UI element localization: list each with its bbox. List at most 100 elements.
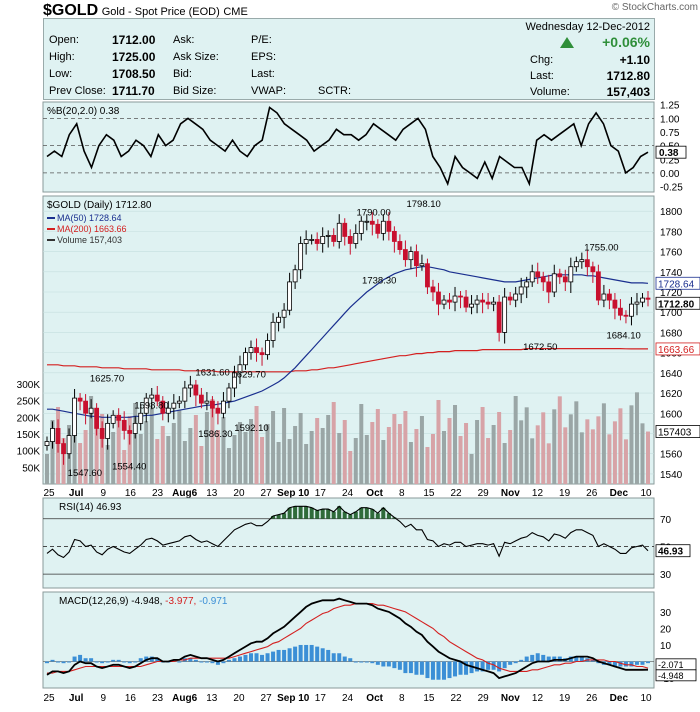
- candle-body: [386, 220, 392, 232]
- candle-body: [110, 414, 116, 424]
- volume-bar: [623, 439, 628, 484]
- candle-body: [469, 303, 474, 308]
- volume-bar: [408, 442, 413, 484]
- quote-date: Wednesday 12-Dec-2012: [525, 21, 650, 33]
- volume-bar: [458, 436, 463, 484]
- pctb-tick-label: -0.25: [660, 183, 683, 194]
- price-annotation: 1598.80: [134, 400, 168, 411]
- candle-body: [320, 236, 326, 244]
- candle-body: [232, 372, 237, 389]
- price-annotation: 1629.70: [232, 369, 266, 380]
- volume-tick-label: 200K: [17, 413, 41, 424]
- volume-bar: [397, 424, 402, 484]
- quote-panel: Open: 1712.00 High: 1725.00 Low: 1708.50…: [43, 18, 655, 100]
- macd-tick-label: 30: [660, 608, 672, 619]
- candle-body: [204, 400, 210, 404]
- candle-body: [281, 309, 287, 318]
- macd-histogram-bar: [249, 653, 254, 662]
- price-tick-label: 1600: [660, 409, 683, 420]
- x-axis-label-bottom: 16: [125, 693, 137, 704]
- volume-bar: [254, 406, 259, 484]
- macd-histogram-bar: [464, 661, 469, 675]
- x-axis-label: 12: [532, 488, 544, 499]
- rsi-panel: [42, 497, 655, 589]
- low-label: Low:: [49, 68, 73, 80]
- candle-body: [612, 299, 618, 309]
- macd-histogram-bar: [486, 661, 491, 670]
- volume-tick-label: 150K: [17, 430, 41, 441]
- macd-histogram-bar: [359, 661, 364, 663]
- candle-body: [171, 402, 177, 409]
- macd-histogram-bar: [254, 653, 259, 662]
- sctr-label: SCTR:: [318, 85, 351, 97]
- volume-bar: [138, 434, 143, 484]
- candle-body: [414, 251, 419, 267]
- macd-histogram-bar: [480, 661, 485, 672]
- x-axis-label-bottom: 8: [399, 693, 405, 704]
- rsi-overbought-fill: [271, 506, 397, 519]
- volume-bar: [193, 415, 198, 484]
- candle-body: [265, 340, 270, 356]
- candle-body: [607, 293, 612, 301]
- volume-bar: [50, 420, 55, 484]
- volume-bar: [486, 438, 491, 484]
- exchange: CME: [223, 6, 248, 18]
- x-axis-label-bottom: 17: [315, 693, 327, 704]
- volume-bar: [105, 445, 110, 484]
- volume-bar: [122, 450, 127, 484]
- macd-histogram-bar: [221, 661, 226, 664]
- volume-bar: [353, 438, 358, 484]
- candle-body: [243, 352, 248, 366]
- macd-histogram-bar: [320, 648, 325, 662]
- volume-bar: [430, 434, 435, 484]
- volume-bar: [414, 429, 419, 484]
- pe-label: P/E:: [251, 34, 272, 46]
- candle-body: [72, 397, 77, 436]
- legend-label: MA(50) 1728.64: [57, 213, 122, 223]
- x-axis-label: 8: [399, 488, 405, 499]
- macd-tick-label: 20: [660, 624, 672, 635]
- volume-bar: [111, 432, 116, 484]
- macd-histogram-bar: [519, 659, 524, 662]
- macd-histogram-bar: [353, 661, 358, 663]
- candle-body: [463, 296, 469, 308]
- volume-bar: [309, 431, 314, 484]
- vwap-label: VWAP:: [251, 85, 287, 97]
- price-tick-label: 1700: [660, 308, 683, 319]
- volume-bar: [364, 435, 369, 484]
- volume-bar: [552, 409, 557, 484]
- macd-panel: [42, 591, 655, 689]
- candle-body: [529, 271, 535, 283]
- candle-body: [573, 261, 579, 268]
- candle-body: [419, 263, 425, 267]
- macd-histogram-bar: [127, 661, 132, 664]
- volume-bar: [646, 431, 650, 484]
- price-annotation: 1672.50: [523, 342, 557, 353]
- x-axis-label: 20: [233, 488, 245, 499]
- candle-body: [595, 271, 601, 301]
- x-axis-label-bottom: Aug6: [172, 693, 197, 704]
- pctb-panel: [42, 101, 655, 193]
- x-axis-label-bottom: 15: [423, 693, 435, 704]
- volume-bar: [497, 412, 502, 484]
- price-tick-label: 1680: [660, 328, 683, 339]
- x-axis-label-bottom: 9: [100, 693, 106, 704]
- price-tag-label: 1663.66: [658, 345, 695, 356]
- candle-body: [557, 273, 563, 278]
- x-axis-label: 27: [261, 488, 273, 499]
- volume-bar: [618, 408, 623, 484]
- candle-body: [634, 301, 640, 305]
- candle-body: [237, 364, 243, 374]
- x-axis-label: 17: [315, 488, 327, 499]
- x-axis-label-bottom: 26: [586, 693, 598, 704]
- candle-body: [408, 251, 414, 261]
- macd-histogram-bar: [430, 661, 435, 680]
- price-annotation: 1790.00: [357, 207, 391, 218]
- macd-histogram-bar: [50, 659, 55, 662]
- macd-histogram-bar: [122, 661, 127, 663]
- macd-histogram-bar: [447, 661, 452, 679]
- volume-bar: [579, 432, 584, 484]
- candle-body: [292, 269, 298, 283]
- volume-bar: [315, 418, 320, 484]
- pctb-last-box: [655, 145, 687, 159]
